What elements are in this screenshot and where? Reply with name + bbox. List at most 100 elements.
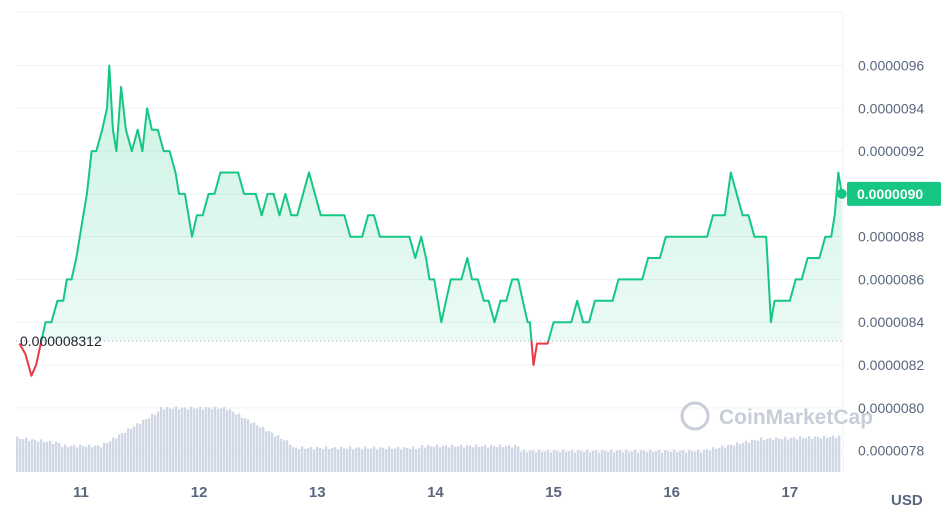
volume-bar [388, 446, 391, 472]
x-tick-label: 16 [663, 484, 680, 501]
volume-bar [100, 447, 103, 472]
volume-bar [706, 449, 709, 472]
volume-bar [673, 449, 676, 472]
volume-bar [454, 446, 457, 472]
volume-bar [598, 452, 601, 472]
volume-bar [406, 447, 409, 472]
volume-bar [712, 447, 715, 472]
volume-bar [814, 436, 817, 472]
volume-bar [214, 406, 217, 472]
volume-bar [646, 452, 649, 472]
volume-bar [751, 439, 754, 472]
volume-bar [691, 451, 694, 472]
volume-bar [724, 447, 727, 472]
volume-bar [307, 448, 310, 472]
volume-bar [229, 409, 232, 472]
volume-bar [370, 448, 373, 472]
volume-bar [316, 446, 319, 472]
volume-bar [559, 452, 562, 472]
volume-bar [640, 450, 643, 472]
volume-bar [463, 447, 466, 472]
volume-bar [196, 408, 199, 472]
volume-bar [739, 444, 742, 472]
volume-bar [292, 447, 295, 472]
volume-bar [835, 438, 838, 472]
volume-bar [280, 438, 283, 472]
volume-bar [505, 445, 508, 472]
volume-bar [118, 434, 121, 472]
volume-bar [436, 444, 439, 472]
volume-bar [823, 435, 826, 472]
volume-bar [271, 432, 274, 472]
volume-bar [226, 410, 229, 472]
volume-bar [805, 438, 808, 472]
price-line [18, 64, 843, 377]
volume-bar [148, 418, 151, 472]
baseline-value-label: 0.000008312 [20, 333, 102, 349]
volume-bar [508, 445, 511, 472]
volume-bar [286, 440, 289, 472]
volume-bar [157, 411, 160, 472]
volume-bar [16, 436, 19, 472]
volume-bar [763, 440, 766, 472]
volume-bar [475, 444, 478, 472]
volume-bar [409, 449, 412, 472]
volume-bar [694, 451, 697, 472]
volume-bar [40, 439, 43, 472]
volume-bar [529, 450, 532, 472]
volume-bar [727, 444, 730, 472]
volume-bar [565, 451, 568, 472]
volume-bar [697, 449, 700, 472]
volume-bar [289, 444, 292, 472]
volume-bar [415, 449, 418, 472]
volume-bar [52, 443, 55, 472]
volume-bar [808, 436, 811, 472]
volume-bar [526, 452, 529, 472]
volume-bar [379, 447, 382, 472]
y-tick-label: 0.0000082 [858, 357, 924, 373]
x-tick-label: 13 [309, 484, 326, 501]
x-tick-label: 15 [545, 484, 562, 501]
volume-bar [220, 408, 223, 472]
volume-bar [184, 407, 187, 472]
volume-bar [364, 446, 367, 472]
volume-bar [400, 449, 403, 472]
volume-bar [178, 409, 181, 472]
volume-bar [427, 444, 430, 472]
volume-bar [253, 422, 256, 472]
volume-bar [187, 409, 190, 472]
volume-bar [664, 449, 667, 472]
volume-bar [604, 451, 607, 472]
volume-bar [175, 406, 178, 472]
volume-bar [754, 440, 757, 472]
coinmarketcap-logo-icon [680, 401, 710, 431]
volume-bar [484, 444, 487, 472]
volume-bar [658, 449, 661, 472]
volume-bar [301, 446, 304, 472]
volume-bar [262, 426, 265, 472]
volume-bar [319, 447, 322, 472]
volume-bar [535, 452, 538, 472]
volume-bar [748, 442, 751, 472]
volume-bar [820, 438, 823, 472]
volume-bar [169, 408, 172, 472]
volume-bar [448, 447, 451, 472]
volume-bar [493, 445, 496, 472]
volume-bar [550, 452, 553, 472]
price-line-up [40, 64, 843, 342]
volume-bar [625, 449, 628, 472]
volume-bar [391, 448, 394, 472]
volume-bar [37, 441, 40, 472]
volume-bar [544, 451, 547, 472]
volume-bar [580, 450, 583, 472]
y-axis: 0.0000096 0.0000094 0.0000092 0.0000090 0.00… [858, 57, 924, 458]
volume-bar [151, 413, 154, 472]
volume-bar [592, 450, 595, 472]
volume-bar [268, 431, 271, 472]
x-tick-label: 14 [427, 484, 444, 501]
y-tick-label: 0.0000092 [858, 143, 924, 159]
volume-bar [637, 452, 640, 472]
x-tick-label: 17 [781, 484, 798, 501]
